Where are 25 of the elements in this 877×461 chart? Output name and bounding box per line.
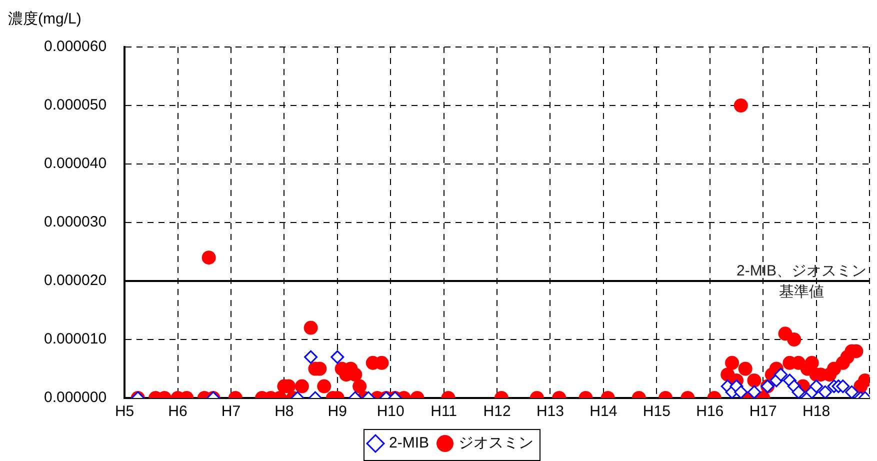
ref-line-label: 2-MIB、ジオスミン基準値 (736, 262, 867, 301)
x-tick-label: H11 (430, 403, 458, 420)
legend-label: ジオスミン (458, 434, 534, 452)
x-tick-label: H12 (483, 403, 511, 420)
x-tick-label: H6 (168, 403, 188, 420)
y-tick-label: 0.000050 (44, 96, 107, 114)
x-tick-label: H14 (590, 403, 618, 420)
x-tick-label: H16 (696, 403, 724, 420)
x-tick-label: H15 (642, 403, 670, 420)
x-tick-label: H7 (221, 403, 241, 420)
x-tick-label: H17 (749, 403, 777, 420)
y-tick-label: 0.000010 (44, 330, 107, 348)
y-tick-label: 0.000040 (44, 155, 107, 172)
legend-label: 2-MIB (389, 434, 430, 452)
x-tick-label: H5 (114, 403, 134, 420)
y-tick-label: 0.000030 (44, 214, 107, 231)
x-tick-label: H10 (376, 403, 404, 420)
x-tick-label: H9 (328, 403, 347, 420)
x-tick-label: H13 (536, 403, 564, 420)
y-tick-label: 0.000020 (44, 272, 107, 290)
y-axis-title: 濃度(mg/L) (8, 10, 82, 28)
x-tick-label: H18 (802, 403, 830, 420)
x-tick-label: H8 (274, 403, 294, 420)
y-tick-label: 0.000060 (44, 38, 107, 56)
y-tick-label: 0.000000 (44, 389, 107, 406)
